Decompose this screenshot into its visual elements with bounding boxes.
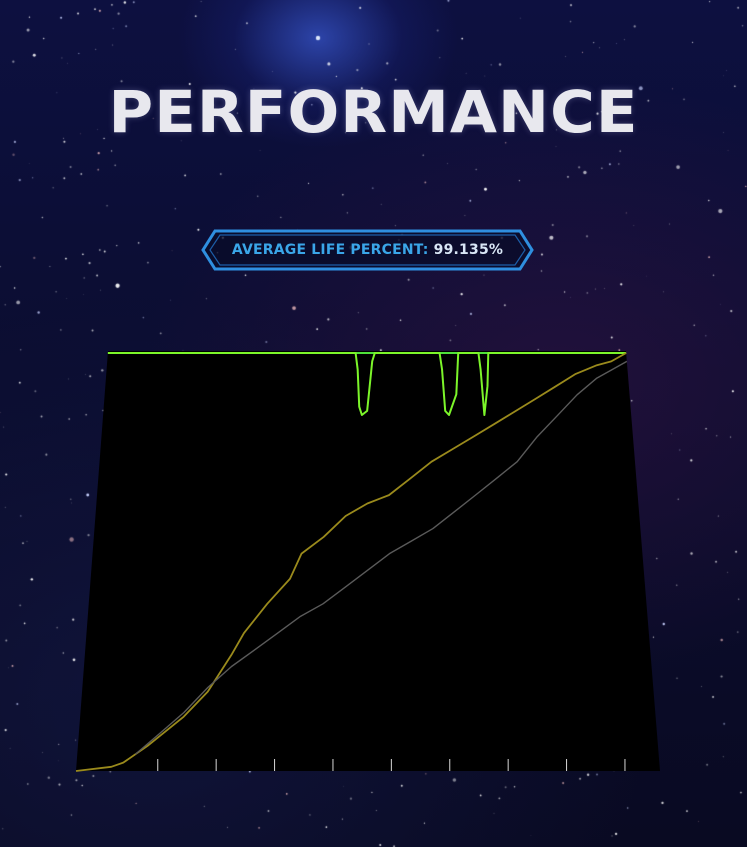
badge-value: 99.135% bbox=[433, 242, 504, 258]
chart-panel bbox=[76, 351, 660, 771]
badge-label: AVERAGE LIFE PERCENT: bbox=[231, 242, 429, 258]
average-life-badge: AVERAGE LIFE PERCENT: 99.135% bbox=[201, 229, 534, 271]
score-series-line bbox=[75, 352, 627, 772]
badge-text: AVERAGE LIFE PERCENT: 99.135% bbox=[201, 229, 534, 271]
life-series-line bbox=[107, 352, 627, 416]
combo-series-line bbox=[134, 360, 628, 755]
badge-frame bbox=[201, 229, 534, 271]
page-title: PERFORMANCE bbox=[108, 78, 639, 146]
